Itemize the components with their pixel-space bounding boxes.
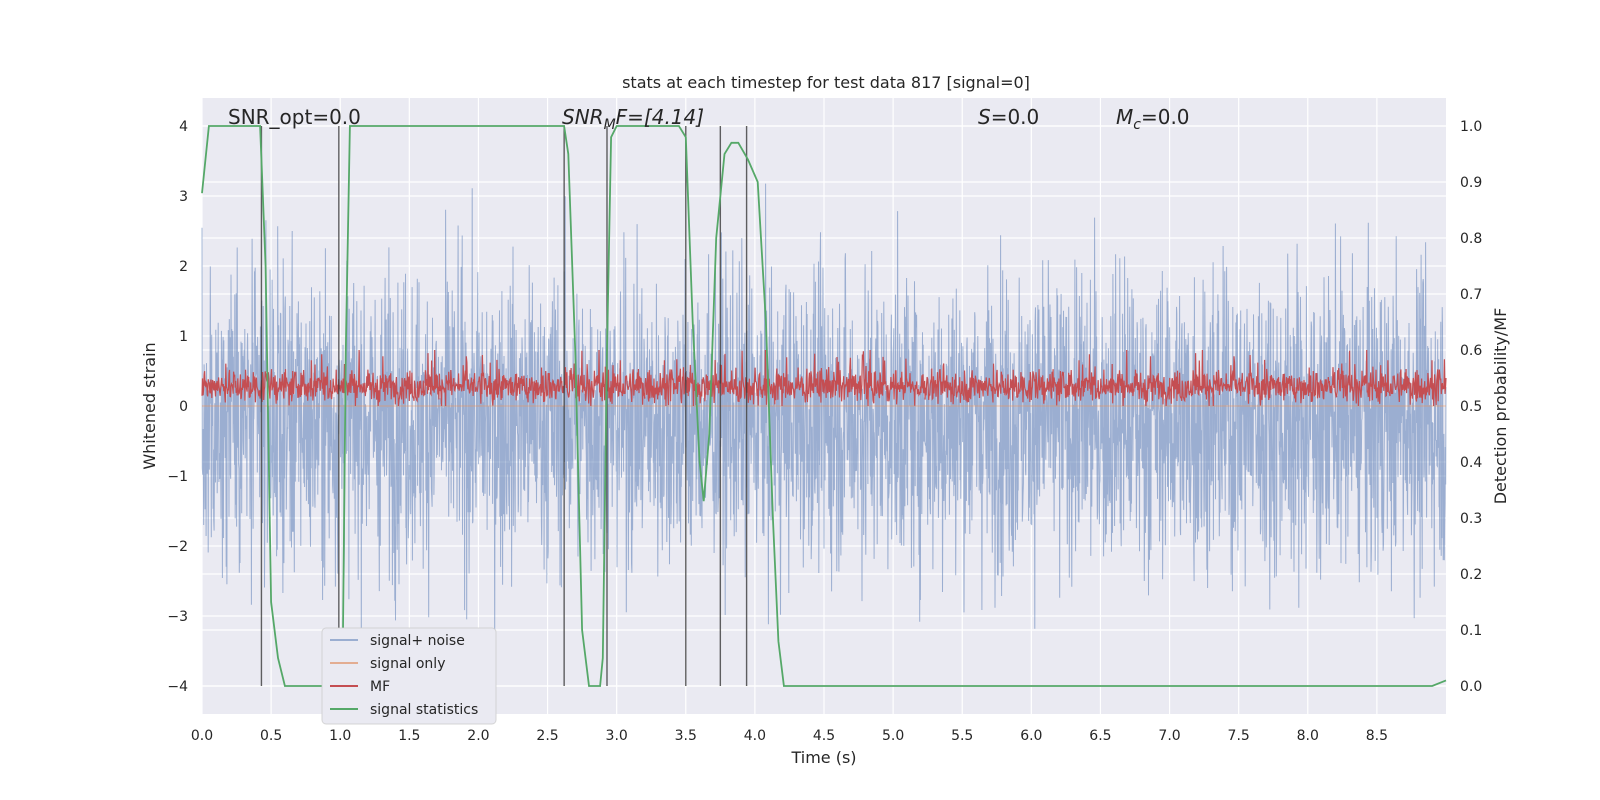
y-left-tick-label: 2 <box>179 259 188 275</box>
legend-item-signal-only: signal only <box>370 656 445 672</box>
x-tick-label: 8.0 <box>1297 728 1319 744</box>
annotation-snr-opt: SNR_opt=0.0 <box>228 105 361 129</box>
y-right-tick-label: 0.5 <box>1460 399 1482 415</box>
y-right-tick-label: 0.0 <box>1460 679 1482 695</box>
y-right-tick-label: 0.9 <box>1460 175 1482 191</box>
annotation-s-symbol: S <box>978 105 991 129</box>
x-tick-label: 0.5 <box>260 728 282 744</box>
y-right-tick-label: 0.7 <box>1460 287 1482 303</box>
x-tick-label: 6.0 <box>1020 728 1042 744</box>
y-axis-left-label: Whitened strain <box>140 342 159 469</box>
signal-noise-series <box>201 183 1447 653</box>
legend-box <box>321 627 497 725</box>
chart-title: stats at each timestep for test data 817… <box>622 73 1030 92</box>
x-tick-label: 3.5 <box>675 728 697 744</box>
y-left-tick-label: 4 <box>179 119 188 135</box>
y-axis-right-label: Detection probability/MF <box>1491 308 1510 505</box>
x-tick-label: 7.5 <box>1228 728 1250 744</box>
annotation-mc-subscript: c <box>1133 117 1141 133</box>
mf-series <box>201 349 1447 407</box>
y-left-tick-label: −2 <box>167 539 188 555</box>
y-left-tick-label: 3 <box>179 189 188 205</box>
y-right-tick-label: 0.4 <box>1460 455 1482 471</box>
y-left-tick-label: 1 <box>179 329 188 345</box>
x-tick-label: 2.5 <box>536 728 558 744</box>
signal-noise-line <box>201 183 1447 653</box>
y-left-tick-label: −3 <box>167 609 188 625</box>
x-tick-label: 4.5 <box>813 728 835 744</box>
x-tick-label: 3.0 <box>606 728 628 744</box>
y-right-tick-label: 0.2 <box>1460 567 1482 583</box>
signal-statistics-line <box>201 125 1447 687</box>
x-tick-label: 4.0 <box>744 728 766 744</box>
y-left-tick-label: −4 <box>167 679 188 695</box>
annotation-s-value: =0.0 <box>991 105 1040 129</box>
annotation-mc-value: =0.0 <box>1141 105 1190 129</box>
annotation-snr-mf-subscript: M <box>604 117 616 133</box>
x-tick-label: 5.0 <box>882 728 904 744</box>
legend-item-mf: MF <box>370 679 390 695</box>
y-right-tick-label: 0.8 <box>1460 231 1482 247</box>
annotation-mc-symbol: M <box>1116 105 1133 129</box>
x-tick-label: 0.0 <box>191 728 213 744</box>
y-right-tick-label: 0.3 <box>1460 511 1482 527</box>
legend-item-signal-statistics: signal statistics <box>370 702 478 718</box>
annotation-mc: Mc=0.0 <box>1116 105 1190 133</box>
y-left-tick-label: 0 <box>179 399 188 415</box>
y-right-tick-label: 1.0 <box>1460 119 1482 135</box>
legend-item-signal-noise: signal+ noise <box>370 633 465 649</box>
x-tick-label: 7.0 <box>1158 728 1180 744</box>
annotation-s: S=0.0 <box>978 105 1039 129</box>
y-right-tick-labels: 0.0 0.1 0.2 0.3 0.4 0.5 0.6 0.7 0.8 0.9 1.0 <box>1460 119 1482 695</box>
x-tick-label: 6.5 <box>1089 728 1111 744</box>
x-tick-label: 1.5 <box>398 728 420 744</box>
y-right-tick-label: 0.1 <box>1460 623 1482 639</box>
annotation-snr-mf-symbol: SNR <box>562 105 604 129</box>
y-left-tick-label: −1 <box>167 469 188 485</box>
x-tick-labels: 0.0 0.5 1.0 1.5 2.0 2.5 3.0 3.5 4.0 4.5 5.0 5.5 6.0 6… <box>191 728 1388 744</box>
x-tick-label: 2.0 <box>467 728 489 744</box>
annotation-snr-mf: SNRMF=[4.14] <box>562 105 704 133</box>
x-tick-label: 8.5 <box>1366 728 1388 744</box>
legend: signal+ noise signal only MF signal stat… <box>321 627 497 725</box>
y-right-tick-label: 0.6 <box>1460 343 1482 359</box>
y-left-tick-labels: −4 −3 −2 −1 0 1 2 3 4 <box>167 119 188 695</box>
annotation-snr-mf-value: F=[4.14] <box>616 105 704 129</box>
x-axis-label: Time (s) <box>790 748 856 767</box>
mf-line <box>201 349 1447 407</box>
signal-statistics-series <box>201 125 1447 687</box>
x-tick-label: 1.0 <box>329 728 351 744</box>
x-tick-label: 5.5 <box>951 728 973 744</box>
